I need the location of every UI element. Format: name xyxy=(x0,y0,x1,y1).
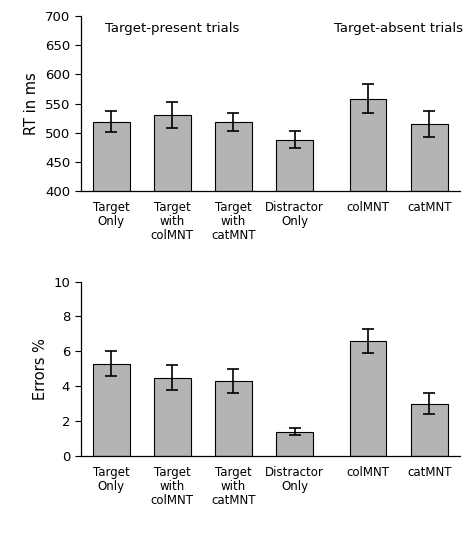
Text: Target-present trials: Target-present trials xyxy=(105,22,239,35)
Bar xyxy=(154,115,191,424)
Bar xyxy=(350,99,386,424)
Y-axis label: RT in ms: RT in ms xyxy=(24,72,39,135)
Bar xyxy=(215,122,252,424)
Bar xyxy=(93,364,129,456)
Bar xyxy=(411,124,447,424)
Bar xyxy=(276,140,313,424)
Text: Target-absent trials: Target-absent trials xyxy=(334,22,463,35)
Bar xyxy=(215,381,252,456)
Bar xyxy=(93,122,129,424)
Bar xyxy=(276,432,313,456)
Y-axis label: Errors %: Errors % xyxy=(33,338,48,400)
Bar xyxy=(411,404,447,456)
Bar xyxy=(154,377,191,456)
Bar xyxy=(350,341,386,456)
